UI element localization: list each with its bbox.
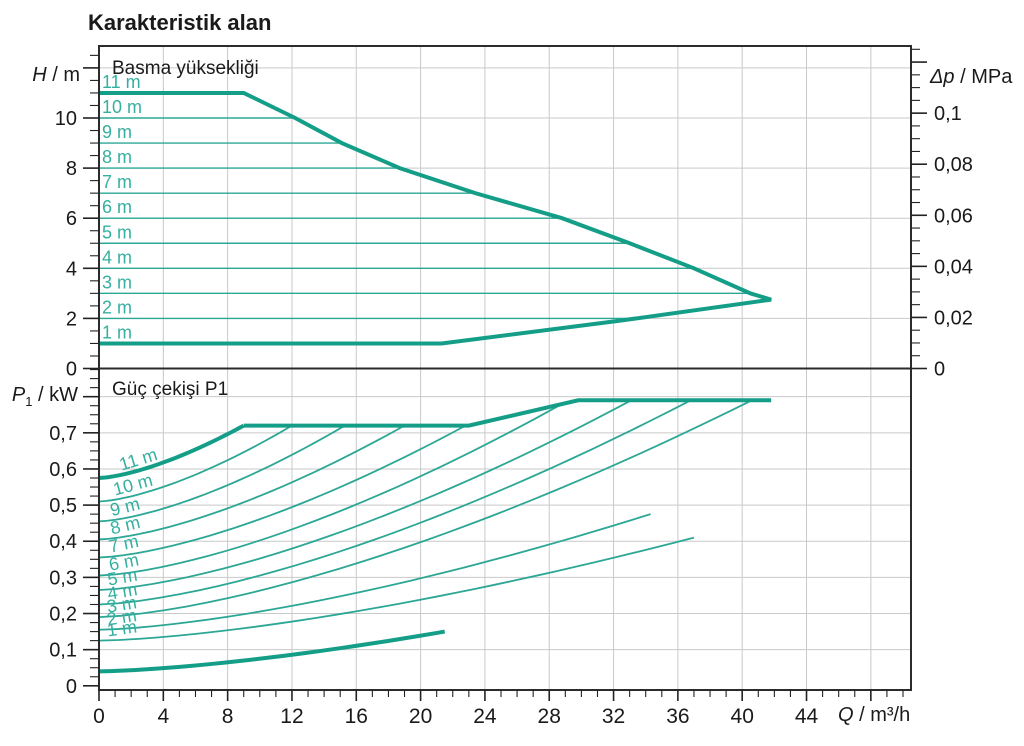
power-curve <box>98 424 293 503</box>
head-line-label: 10 m <box>102 97 142 117</box>
power-curve-label: 3 m <box>105 592 138 616</box>
x-tick-label: 12 <box>280 705 303 728</box>
min-power-curve <box>98 629 446 674</box>
power-tick-label: 0,4 <box>49 531 77 553</box>
power-curve <box>98 536 695 642</box>
power-tick-label: 0,5 <box>49 495 77 517</box>
x-tick-label: 16 <box>345 705 368 728</box>
head-line-label: 2 m <box>102 297 132 317</box>
flow-axis-title: Q / m³/h <box>838 704 911 726</box>
head-envelope <box>99 90 772 346</box>
x-tick-label: 36 <box>666 705 689 728</box>
power-tick-label: 0,2 <box>49 604 77 626</box>
power-envelope <box>243 398 772 428</box>
power-chart-label: Güç çekişi P1 <box>112 379 229 400</box>
head-line-label: 4 m <box>102 247 132 267</box>
power-curve <box>98 424 346 523</box>
power-curve <box>98 423 245 480</box>
head-tick-label: 8 <box>66 158 77 180</box>
power-tick-label: 0,7 <box>49 423 77 445</box>
x-tick-label: 40 <box>731 705 754 728</box>
head-line-label: 8 m <box>102 147 132 167</box>
head-line-label: 7 m <box>102 172 132 192</box>
pressure-tick-label: 0,08 <box>934 154 973 176</box>
head-axis-title: H / m <box>32 64 80 86</box>
chart-title: Karakteristik alan <box>88 10 272 35</box>
pressure-tick-label: 0,06 <box>934 205 973 227</box>
power-curve-label: 2 m <box>105 605 138 629</box>
x-tick-label: 32 <box>602 705 625 728</box>
x-tick-label: 20 <box>409 705 432 728</box>
power-curve <box>98 513 651 631</box>
head-tick-label: 6 <box>66 208 77 230</box>
head-line-label: 9 m <box>102 122 132 142</box>
pressure-axis-title: Δp / MPa <box>930 66 1013 88</box>
x-tick-label: 8 <box>222 705 234 728</box>
power-curve <box>98 399 692 606</box>
iso-head-lines <box>99 117 751 320</box>
power-axis-title: P1 / kW <box>11 384 78 409</box>
head-tick-label: 2 <box>66 308 77 330</box>
head-line-label: 3 m <box>102 272 132 292</box>
pressure-tick-label: 0 <box>934 359 945 381</box>
power-curve <box>98 401 566 577</box>
head-tick-label: 0 <box>66 359 77 381</box>
power-curve <box>98 399 753 619</box>
x-tick-label: 24 <box>473 705 497 728</box>
power-curve <box>98 424 405 541</box>
head-chart-label: Basma yüksekliği <box>112 58 259 79</box>
pressure-tick-label: 0,02 <box>934 307 973 329</box>
axis-ticks <box>83 48 927 701</box>
head-line-label: 5 m <box>102 222 132 242</box>
head-line-label: 1 m <box>102 322 132 342</box>
head-line-label: 6 m <box>102 197 132 217</box>
x-tick-label: 28 <box>538 705 561 728</box>
head-tick-label: 10 <box>55 108 77 130</box>
power-tick-label: 0 <box>66 676 77 698</box>
power-tick-label: 0,6 <box>49 459 77 481</box>
power-curve-label: 1 m <box>106 616 139 640</box>
power-curve <box>98 424 467 559</box>
x-tick-label: 44 <box>795 705 819 728</box>
power-curve <box>98 399 632 591</box>
head-tick-label: 4 <box>66 258 77 280</box>
pressure-tick-label: 0,1 <box>934 103 962 125</box>
x-tick-label: 0 <box>93 705 105 728</box>
x-tick-label: 4 <box>157 705 169 728</box>
head-line-label: 11 m <box>102 72 141 92</box>
power-tick-label: 0,3 <box>49 567 77 589</box>
pressure-tick-label: 0,04 <box>934 256 973 278</box>
power-tick-label: 0,1 <box>49 640 77 662</box>
